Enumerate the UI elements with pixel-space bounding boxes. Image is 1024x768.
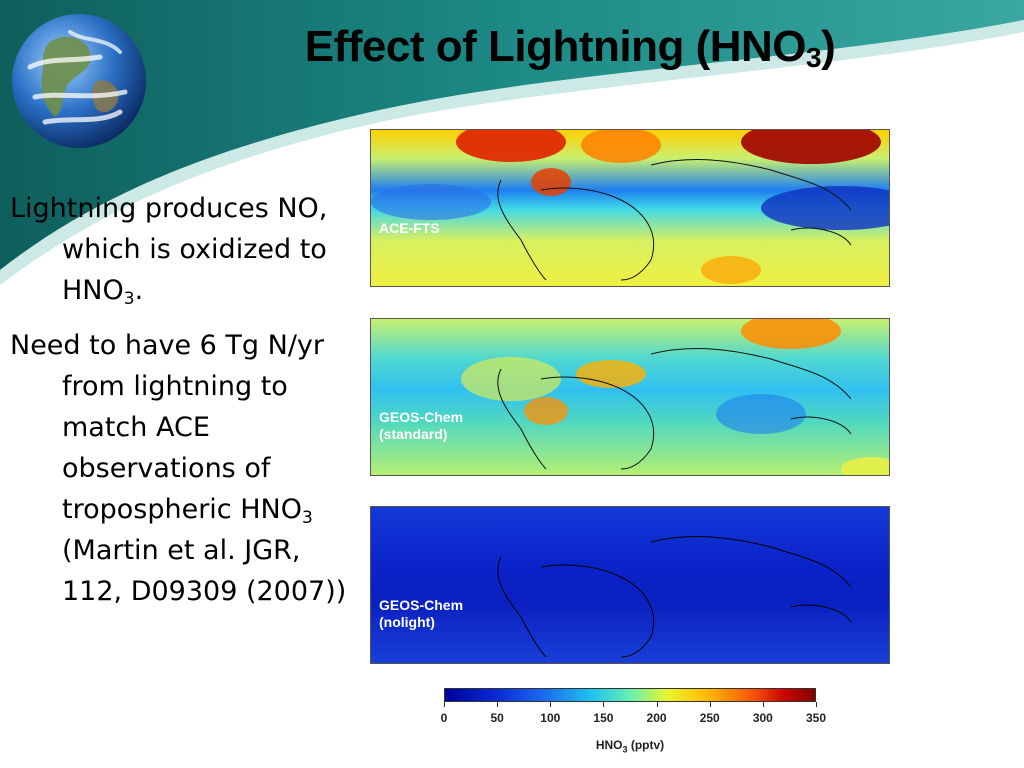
map-panel-geos-nolight: GEOS-Chem (nolight) [370,506,890,664]
bullet-subscript: 3 [301,508,313,528]
title-text: Effect of Lightning (HNO [304,22,807,71]
colorbar-tick-label: 250 [699,711,720,725]
colorbar-tick [709,702,711,707]
colorbar-tick [497,702,499,707]
map-panel-ace-fts: ACE-FTS [370,129,890,287]
title-end: ) [821,22,836,71]
colorbar-tick [444,702,445,707]
map-label-ace-fts: ACE-FTS [379,220,440,236]
colorbar-label-unit: (pptv) [627,738,665,752]
title-subscript: 3 [806,42,822,73]
colorbar-tick-label: 50 [490,711,504,725]
colorbar-tick-label: 300 [752,711,773,725]
colorbar-label-text: HNO [595,738,623,752]
colorbar-tick-label: 350 [805,711,827,725]
colorbar-tick-label: 100 [540,711,561,725]
bullet-text: Lightning produces NO, which is oxidized… [10,193,328,306]
colorbar-tick [550,702,552,707]
bullet-list: Lightning produces NO, which is oxidized… [10,188,350,626]
colorbar-tick [816,702,817,707]
colorbar-tick-label: 200 [646,711,667,725]
colorbar-tick-label: 150 [593,711,614,725]
map-panel-geos-standard: GEOS-Chem (standard) [370,318,890,476]
globe-image [12,14,146,148]
colorbar [444,688,816,702]
colorbar-tick-label: 0 [440,711,448,725]
heatmap-geos-nolight [371,507,889,663]
background-swoosh [0,0,1024,285]
map-label-geos-nolight: GEOS-Chem (nolight) [379,597,464,630]
bullet-text-end: . [134,275,144,306]
heatmap-geos-standard [371,319,889,475]
colorbar-tick [656,702,658,707]
colorbar-label-subscript: 3 [622,744,628,755]
colorbar-label: HNO3 (pptv) [560,738,700,754]
bullet-item: Lightning produces NO, which is oxidized… [10,188,350,311]
bullet-text: Need to have 6 Tg N/yr from lightning to… [10,330,325,525]
heatmap-ace-fts [371,130,889,286]
bullet-item: Need to have 6 Tg N/yr from lightning to… [10,325,350,612]
colorbar-tick [603,702,605,707]
bullet-subscript: 3 [123,289,135,309]
colorbar-tick [762,702,764,707]
slide-title: Effect of Lightning (HNO3) [150,22,990,74]
bullet-text-end: (Martin et al. JGR, 112, D09309 (2007)) [62,535,347,607]
map-label-geos-standard: GEOS-Chem (standard) [379,409,464,442]
